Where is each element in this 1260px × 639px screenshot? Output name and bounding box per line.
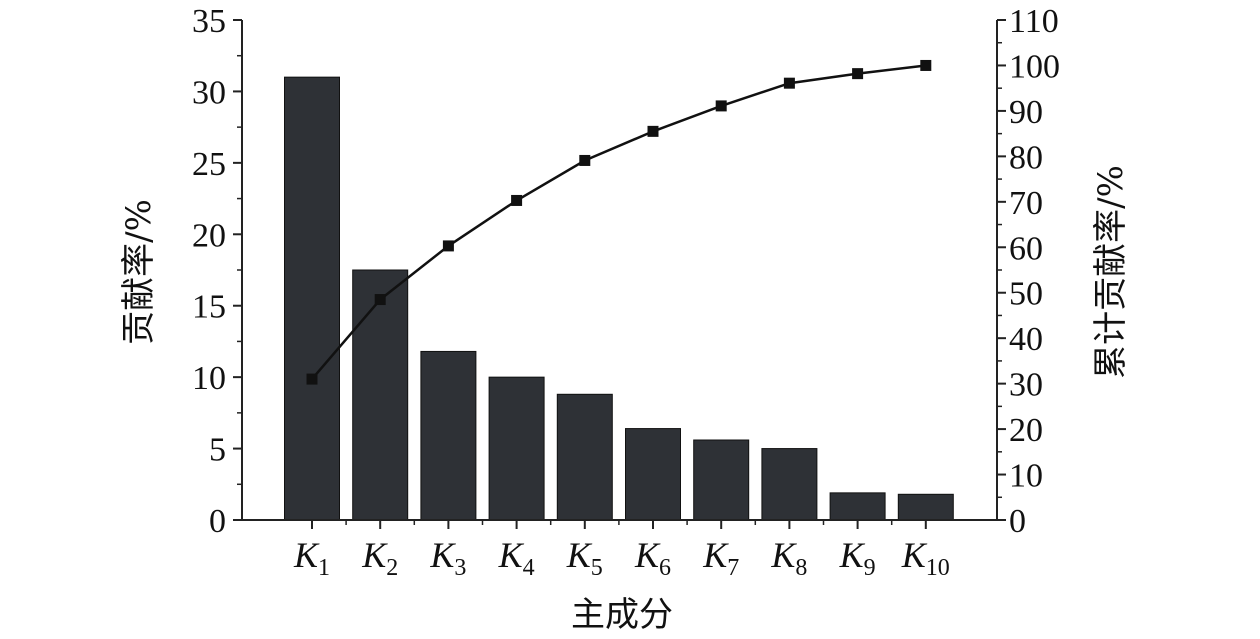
x-tick-label-9: K9	[839, 535, 876, 581]
cumulative-point-7	[715, 100, 727, 112]
bar-3	[420, 350, 477, 521]
bar-4	[488, 376, 545, 521]
y-right-tick-label: 0	[1009, 503, 1026, 540]
labels-layer: 0 5 10 15 20 25 30 35 0 10 20 30 40 50 60 70 80 90 100 110 K…	[192, 3, 1060, 581]
y-left-tick-label: 0	[209, 503, 226, 540]
y-left-tick-label: 30	[192, 74, 226, 111]
x-tick-label-10: K10	[901, 535, 950, 581]
cumulative-point-2	[374, 294, 386, 306]
x-tick-label-1: K1	[293, 535, 330, 581]
y-right-tick-label: 10	[1009, 458, 1043, 495]
y-left-tick-label: 5	[209, 432, 226, 469]
bar-1	[284, 76, 340, 521]
cumulative-point-4	[511, 194, 523, 206]
cumulative-point-6	[647, 125, 659, 137]
y-left-tick-label: 35	[192, 3, 226, 40]
bar-2	[352, 269, 409, 521]
x-tick-label-4: K4	[498, 535, 535, 581]
cumulative-point-1	[306, 373, 318, 385]
y-right-tick-label: 60	[1009, 230, 1043, 267]
y-right-tick-label: 70	[1009, 185, 1043, 222]
y-right-tick-label: 80	[1009, 139, 1043, 176]
axes-layer	[233, 19, 1006, 529]
bar-8	[761, 448, 818, 521]
cumulative-point-9	[852, 68, 864, 80]
cumulative-line	[311, 64, 926, 380]
cumulative-point-3	[442, 240, 454, 252]
x-axis-title: 主成分	[571, 595, 673, 635]
y-right-tick-label: 50	[1009, 276, 1043, 313]
x-tick-label-3: K3	[429, 535, 466, 581]
cumulative-point-5	[579, 154, 591, 166]
cumulative-point-8	[783, 77, 795, 89]
x-tick-label-8: K8	[770, 535, 807, 581]
y-left-tick-label: 10	[192, 360, 226, 397]
y-right-tick-label: 90	[1009, 94, 1043, 131]
y-right-tick-label: 110	[1009, 3, 1059, 40]
cumulative-line-layer	[306, 59, 932, 385]
y-right-tick-label: 20	[1009, 412, 1043, 449]
bar-7	[693, 439, 750, 521]
bar-5	[556, 393, 613, 521]
x-tick-label-6: K6	[634, 535, 671, 581]
y-right-tick-label: 40	[1009, 321, 1043, 358]
y-left-tick-label: 25	[192, 146, 226, 183]
bar-9	[829, 492, 886, 521]
cumulative-point-10	[920, 59, 932, 71]
y-right-tick-label: 30	[1009, 367, 1043, 404]
x-tick-label-2: K2	[361, 535, 398, 581]
x-tick-label-5: K5	[566, 535, 603, 581]
y-right-tick-label: 100	[1009, 48, 1060, 85]
y-left-tick-label: 15	[192, 289, 226, 326]
y-left-tick-label: 20	[192, 217, 226, 254]
y-axis-left-title: 贡献率/%	[119, 199, 159, 345]
bars-layer	[284, 76, 954, 521]
bar-6	[625, 428, 681, 521]
bar-10	[897, 493, 954, 521]
y-axis-right-title: 累计贡献率/%	[1091, 165, 1131, 379]
x-tick-label-7: K7	[702, 535, 739, 581]
